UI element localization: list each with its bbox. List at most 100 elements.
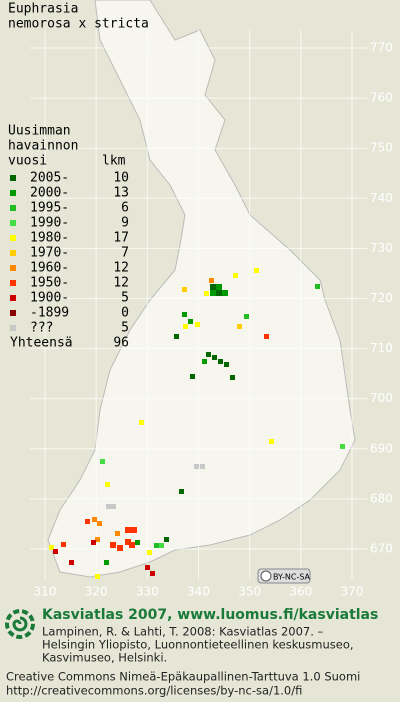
legend-label: 1980-: [30, 231, 69, 246]
title-line: nemorosa x stricta: [8, 17, 149, 32]
observation-dot: [154, 543, 159, 548]
legend-label: 2005-: [30, 171, 69, 186]
observation-dot: [264, 334, 269, 339]
cc-badge-text: BY-NC-SA: [273, 573, 311, 582]
observation-dot: [218, 359, 223, 364]
site-title: Kasviatlas 2007, www.luomus.fi/kasviatla…: [42, 607, 378, 623]
legend-swatch: [10, 280, 16, 286]
observation-dot: [212, 355, 217, 360]
observation-dot: [92, 517, 97, 522]
grid-label: 350: [238, 585, 261, 599]
citation-line: Helsingin Yliopisto, Luonnontieteellinen…: [42, 638, 354, 652]
observation-dot: [204, 291, 209, 296]
grid-label: 670: [370, 542, 393, 556]
observation-dot: [125, 539, 131, 545]
logo-swirl: [12, 616, 28, 632]
grid-label: 710: [370, 341, 393, 355]
grid-label: 700: [370, 391, 393, 405]
grid-label: 730: [370, 241, 393, 255]
grid-label: 310: [34, 585, 57, 599]
legend-count: 7: [121, 246, 129, 261]
observation-dot: [216, 290, 222, 296]
observation-dot: [233, 273, 238, 278]
observation-dot: [200, 464, 205, 469]
grid-label: 330: [136, 585, 159, 599]
legend-label: 1960-: [30, 261, 69, 276]
legend-label: 1970-: [30, 246, 69, 261]
legend-swatch: [10, 295, 16, 301]
legend-label: 1950-: [30, 276, 69, 291]
legend-count: 17: [113, 231, 129, 246]
legend-label: 1990-: [30, 216, 69, 231]
legend-count: 9: [121, 216, 129, 231]
legend-count: 13: [113, 186, 129, 201]
title-line: Euphrasia: [8, 2, 78, 17]
observation-dot: [340, 444, 345, 449]
grid-label: 370: [341, 585, 364, 599]
observation-dot: [179, 489, 184, 494]
footer: [0, 600, 400, 702]
grid-label: 720: [370, 291, 393, 305]
legend-swatch: [10, 175, 16, 181]
cc-badge: [257, 568, 311, 584]
finland-outline: [47, 0, 356, 578]
legend-count: 0: [121, 306, 129, 321]
legend-swatch: [10, 310, 16, 316]
legend-heading: havainnon: [8, 139, 78, 154]
observation-dot: [85, 519, 90, 524]
legend-total: 96: [113, 336, 129, 351]
legend-swatch: [10, 190, 16, 196]
observation-dot: [117, 545, 123, 551]
observation-dot: [53, 549, 58, 554]
legend-count: 12: [113, 261, 129, 276]
legend-count: 12: [113, 276, 129, 291]
legend-count: 5: [121, 291, 129, 306]
observation-dot: [194, 464, 199, 469]
observation-dot: [139, 420, 144, 425]
observation-dot: [182, 312, 187, 317]
legend-heading: Uusimman: [8, 124, 71, 139]
observation-dot: [147, 550, 152, 555]
grid-label: 340: [187, 585, 210, 599]
legend-label: -1899: [30, 306, 69, 321]
citation-line: Lampinen, R. & Lahti, T. 2008: Kasviatla…: [42, 625, 324, 639]
observation-dot: [164, 537, 169, 542]
grid-label: 740: [370, 191, 393, 205]
legend-heading: vuosi: [8, 154, 47, 169]
legend-swatch: [10, 220, 16, 226]
observation-dot: [110, 542, 116, 548]
observation-dot: [115, 531, 120, 536]
observations: [49, 268, 345, 579]
observation-dot: [237, 324, 242, 329]
observation-dot: [269, 439, 274, 444]
observation-dot: [111, 504, 116, 509]
observation-dot: [100, 459, 105, 464]
observation-dot: [131, 527, 137, 533]
observation-dot: [61, 542, 66, 547]
observation-dot: [69, 560, 74, 565]
observation-dot: [49, 545, 54, 550]
legend-label: 1995-: [30, 201, 69, 216]
observation-dot: [106, 504, 111, 509]
grid-label: 750: [370, 141, 393, 155]
observation-dot: [183, 324, 188, 329]
observation-dot: [202, 359, 207, 364]
grid-label: 360: [289, 585, 312, 599]
legend-swatch: [10, 235, 16, 241]
license-line: http://creativecommons.org/licenses/by-n…: [6, 684, 302, 698]
observation-dot: [97, 521, 102, 526]
observation-dot: [174, 334, 179, 339]
legend-total-label: Yhteensä: [10, 336, 73, 351]
observation-dot: [95, 574, 100, 579]
observation-dot: [210, 290, 216, 296]
observation-dot: [315, 284, 320, 289]
observation-dot: [159, 543, 164, 548]
observation-dot: [254, 268, 259, 273]
observation-dot: [104, 560, 109, 565]
cc-icon: [260, 570, 272, 582]
legend-swatch: [10, 325, 16, 331]
observation-dot: [182, 287, 187, 292]
legend-swatch: [10, 205, 16, 211]
grid-label: 770: [370, 41, 393, 55]
